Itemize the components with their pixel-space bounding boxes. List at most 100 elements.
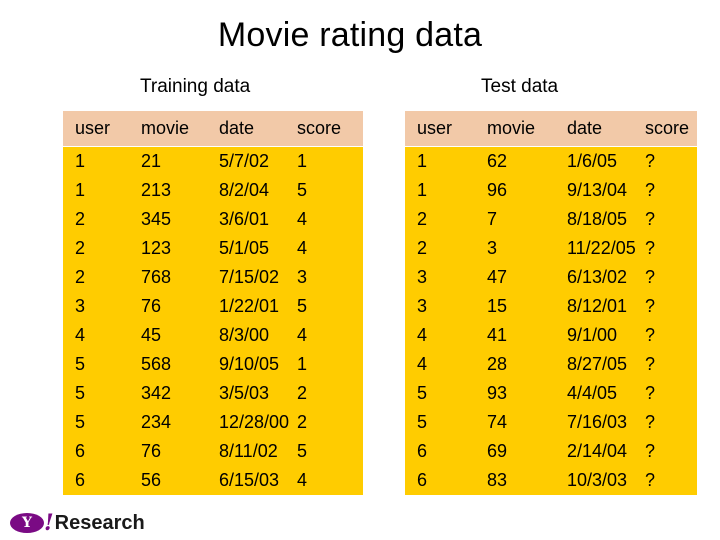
- cell-movie: 96: [487, 180, 508, 200]
- cell-user: 5: [417, 383, 428, 403]
- cell-user: 1: [75, 180, 86, 200]
- cell-movie: 93: [487, 383, 508, 403]
- training-data-subtitle: Training data: [140, 76, 251, 97]
- logo-text: Research: [54, 511, 145, 534]
- cell-user: 2: [417, 209, 428, 229]
- table-row: 6 56 6/15/03 4: [63, 465, 363, 494]
- cell-user: 2: [75, 267, 86, 287]
- cell-date: 7/15/02: [219, 267, 280, 287]
- table-header-row: user movie date score: [405, 111, 697, 146]
- cell-score: 1: [297, 151, 308, 171]
- cell-date: 6/15/03: [219, 470, 280, 490]
- cell-user: 2: [417, 238, 428, 258]
- cell-date: 8/12/01: [567, 296, 628, 316]
- table-row: 4 41 9/1/00?: [405, 320, 697, 349]
- cell-movie: 21: [141, 151, 162, 171]
- cell-score: ?: [645, 383, 656, 403]
- cell-score: 4: [297, 325, 308, 345]
- training-data-table: user movie date score 1 21 5/7/02 1 1 213 8/2/04 5…: [63, 111, 363, 494]
- cell-date: 5/7/02: [219, 151, 270, 171]
- table-row: 3 76 1/22/01 5: [63, 291, 363, 320]
- column-header-user: user: [75, 118, 111, 138]
- cell-score: ?: [645, 180, 656, 200]
- cell-movie: 28: [487, 354, 508, 374]
- table-row: 5 234 12/28/00 2: [63, 407, 363, 436]
- table-row: 5 74 7/16/03?: [405, 407, 697, 436]
- cell-user: 4: [417, 325, 428, 345]
- column-header-score: score: [297, 118, 342, 138]
- table-row: 1 213 8/2/04 5: [63, 175, 363, 204]
- cell-movie: 568: [141, 354, 172, 374]
- cell-date: 9/1/00: [567, 325, 618, 345]
- cell-score: 1: [297, 354, 308, 374]
- cell-date: 8/3/00: [219, 325, 270, 345]
- cell-movie: 123: [141, 238, 172, 258]
- cell-score: ?: [645, 470, 656, 490]
- cell-score: ?: [645, 296, 656, 316]
- cell-score: ?: [645, 267, 656, 287]
- table-row: 6 76 8/11/02 5: [63, 436, 363, 465]
- yahoo-research-logo: Y ! Research: [10, 510, 145, 536]
- table-row: 5 568 9/10/05 1: [63, 349, 363, 378]
- cell-user: 3: [417, 296, 428, 316]
- table-row: 5 93 4/4/05?: [405, 378, 697, 407]
- cell-user: 6: [75, 441, 86, 461]
- cell-movie: 342: [141, 383, 172, 403]
- cell-score: 2: [297, 412, 308, 432]
- cell-movie: 47: [487, 267, 508, 287]
- column-header-date: date: [219, 118, 255, 138]
- column-header-movie: movie: [487, 118, 536, 138]
- table-row: 2 345 3/6/01 4: [63, 204, 363, 233]
- cell-user: 6: [75, 470, 86, 490]
- cell-score: 2: [297, 383, 308, 403]
- cell-user: 5: [75, 383, 86, 403]
- cell-user: 3: [417, 267, 428, 287]
- column-header-date: date: [567, 118, 603, 138]
- cell-user: 6: [417, 470, 428, 490]
- cell-score: 5: [297, 296, 308, 316]
- cell-user: 2: [75, 209, 86, 229]
- table-row: 4 45 8/3/00 4: [63, 320, 363, 349]
- cell-score: 4: [297, 209, 308, 229]
- cell-user: 4: [417, 354, 428, 374]
- cell-date: 9/13/04: [567, 180, 628, 200]
- cell-score: ?: [645, 441, 656, 461]
- cell-date: 3/6/01: [219, 209, 270, 229]
- table-row: 5 342 3/5/03 2: [63, 378, 363, 407]
- cell-date: 9/10/05: [219, 354, 280, 374]
- cell-score: 5: [297, 441, 308, 461]
- table-row: 2 3 11/22/05?: [405, 233, 697, 262]
- cell-date: 5/1/05: [219, 238, 270, 258]
- cell-user: 3: [75, 296, 86, 316]
- cell-score: 4: [297, 238, 308, 258]
- cell-user: 5: [75, 354, 86, 374]
- cell-movie: 56: [141, 470, 162, 490]
- cell-date: 11/22/05: [567, 238, 636, 258]
- cell-movie: 76: [141, 296, 162, 316]
- cell-date: 1/22/01: [219, 296, 280, 316]
- cell-user: 6: [417, 441, 428, 461]
- cell-date: 8/18/05: [567, 209, 628, 229]
- cell-movie: 74: [487, 412, 508, 432]
- cell-date: 3/5/03: [219, 383, 270, 403]
- cell-user: 1: [417, 151, 428, 171]
- cell-user: 1: [417, 180, 428, 200]
- cell-date: 10/3/03: [567, 470, 628, 490]
- table-row: 4 28 8/27/05?: [405, 349, 697, 378]
- cell-movie: 234: [141, 412, 172, 432]
- column-header-score: score: [645, 118, 690, 138]
- cell-date: 6/13/02: [567, 267, 628, 287]
- cell-date: 2/14/04: [567, 441, 628, 461]
- cell-movie: 62: [487, 151, 508, 171]
- test-data-table: user movie date score 1 62 1/6/05? 1 96 9/13/04?…: [405, 111, 697, 494]
- cell-movie: 7: [487, 209, 498, 229]
- table-row: 1 21 5/7/02 1: [63, 146, 363, 175]
- cell-user: 5: [75, 412, 86, 432]
- cell-date: 4/4/05: [567, 383, 618, 403]
- cell-score: ?: [645, 151, 656, 171]
- yahoo-badge-icon: Y: [10, 513, 44, 533]
- cell-user: 1: [75, 151, 86, 171]
- cell-date: 8/2/04: [219, 180, 270, 200]
- cell-date: 8/11/02: [219, 441, 278, 461]
- cell-score: ?: [645, 354, 656, 374]
